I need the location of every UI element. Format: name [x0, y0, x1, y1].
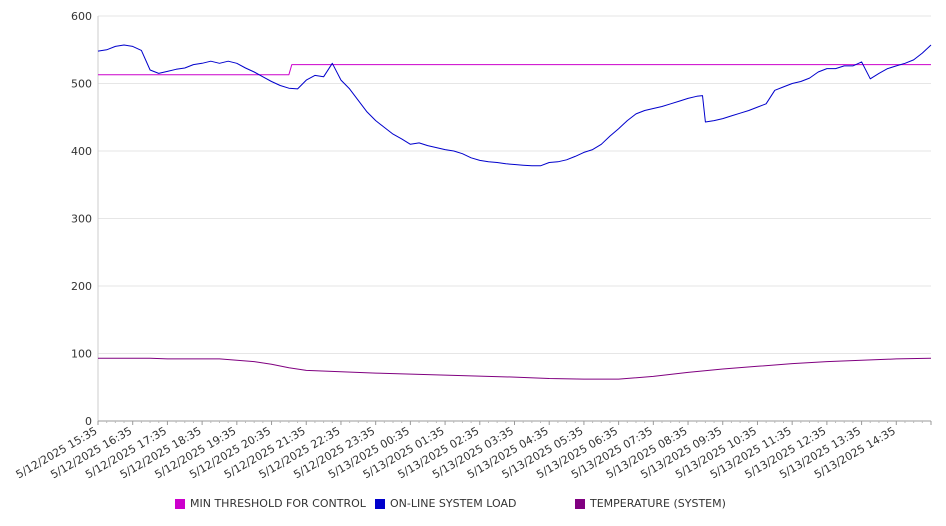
series-lines	[97, 44, 932, 380]
y-tick-label: 300	[71, 213, 92, 226]
y-tick-label: 600	[71, 10, 92, 23]
y-tick-label: 100	[71, 348, 92, 361]
legend-item-min-threshold: MIN THRESHOLD FOR CONTROL	[175, 497, 366, 510]
y-axis-ticks: 0 100 200 300 400 500 600	[71, 10, 92, 428]
y-tick-label: 400	[71, 145, 92, 158]
series-line-min-threshold-for-control	[98, 64, 931, 76]
gridlines	[98, 15, 931, 354]
legend-label-min-threshold: MIN THRESHOLD FOR CONTROL	[190, 497, 366, 510]
legend-swatch-system-load	[375, 498, 385, 509]
legend-label-temperature: TEMPERATURE (SYSTEM)	[590, 497, 726, 510]
legend-item-system-load: ON-LINE SYSTEM LOAD	[375, 497, 516, 510]
axes	[97, 16, 932, 425]
legend-item-temperature: TEMPERATURE (SYSTEM)	[575, 497, 726, 510]
y-tick-label: 500	[71, 78, 92, 91]
legend-swatch-temperature	[575, 498, 585, 509]
legend-swatch-min-threshold	[175, 498, 185, 509]
y-tick-label: 200	[71, 280, 92, 293]
x-axis-ticks: 5/12/2025 15:355/12/2025 16:355/12/2025 …	[14, 424, 898, 481]
y-tick-label: 0	[85, 415, 92, 428]
series-line-temperature-system	[98, 357, 932, 380]
legend: MIN THRESHOLD FOR CONTROL ON-LINE SYSTEM…	[0, 497, 946, 515]
series-line-on-line-system-load	[97, 44, 932, 167]
legend-label-system-load: ON-LINE SYSTEM LOAD	[390, 497, 517, 510]
